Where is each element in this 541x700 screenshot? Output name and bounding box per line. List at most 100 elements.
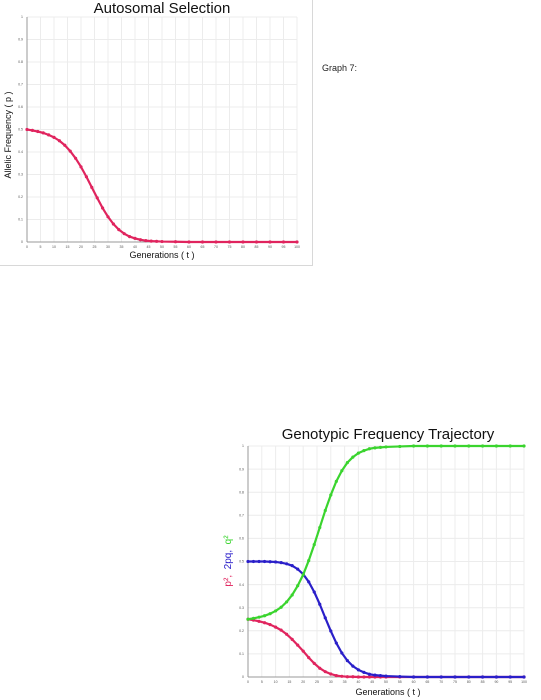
x-tick-label: 65	[201, 245, 205, 249]
data-point	[68, 149, 72, 153]
data-point	[296, 643, 300, 647]
y-axis-label-part: 2pq,	[223, 550, 234, 575]
x-tick-label: 20	[301, 680, 305, 684]
data-point	[494, 675, 498, 679]
data-point	[290, 564, 294, 568]
y-tick-label: 0.8	[239, 490, 244, 494]
data-point	[307, 580, 311, 584]
data-point	[101, 206, 105, 210]
data-point	[425, 675, 429, 679]
data-point	[301, 649, 305, 653]
x-tick-label: 75	[453, 680, 457, 684]
data-point	[312, 661, 316, 665]
data-point	[384, 445, 388, 449]
y-tick-label: 0.7	[18, 83, 23, 87]
data-point	[318, 525, 322, 530]
x-tick-label: 50	[160, 245, 164, 249]
data-point	[279, 605, 283, 609]
data-point	[312, 543, 316, 547]
x-tick-label: 60	[187, 245, 191, 249]
data-point	[522, 675, 526, 679]
x-tick-label: 75	[228, 245, 232, 249]
x-tick-label: 15	[287, 680, 291, 684]
data-point	[285, 632, 289, 636]
data-point	[356, 668, 360, 672]
data-point	[268, 240, 272, 244]
data-point	[334, 641, 338, 645]
data-point	[318, 602, 322, 606]
data-point	[79, 165, 83, 169]
y-tick-label: 0.2	[18, 195, 23, 199]
x-tick-label: 5	[261, 680, 263, 684]
data-point	[279, 561, 283, 565]
x-tick-label: 25	[315, 680, 319, 684]
data-point	[254, 240, 259, 244]
data-point	[128, 235, 132, 239]
genotypic-frequency-chart: 0 5 10 15 20 25 30 35 40 45 50 55 60 65 70 75 80 85 90 95 10…	[223, 426, 527, 697]
x-tick-label: 35	[120, 245, 124, 249]
y-tick-label: 0.4	[239, 583, 244, 587]
y-tick-label: 0.4	[18, 150, 23, 154]
data-point	[149, 239, 153, 243]
data-point	[279, 628, 283, 632]
data-point	[268, 560, 272, 564]
data-point	[144, 239, 148, 243]
data-point	[351, 455, 355, 459]
data-point	[268, 622, 272, 627]
data-point	[378, 445, 383, 449]
data-point	[362, 449, 366, 453]
x-tick-label: 95	[282, 245, 286, 249]
y-tick-label: 0.3	[18, 173, 23, 177]
x-tick-label: 40	[356, 680, 360, 684]
data-point	[398, 674, 402, 679]
data-point	[296, 584, 300, 588]
data-point	[246, 559, 250, 564]
data-point	[362, 670, 366, 674]
data-point	[318, 666, 322, 670]
data-point	[274, 560, 278, 564]
gridlines	[247, 445, 525, 678]
data-point	[384, 674, 388, 678]
data-point	[334, 674, 338, 678]
y-tick-label: 0	[242, 675, 244, 679]
data-point	[262, 621, 267, 625]
y-tick-label: 0.5	[18, 128, 23, 132]
x-tick-label: 0	[26, 245, 28, 249]
data-point	[307, 655, 311, 660]
x-tick-label: 10	[274, 680, 278, 684]
x-tick-label: 90	[494, 680, 498, 684]
data-point	[290, 637, 294, 641]
data-point	[274, 609, 278, 613]
chart-title: Genotypic Frequency Trajectory	[282, 426, 495, 443]
data-point	[334, 479, 338, 483]
data-point	[251, 559, 256, 564]
y-axis-label-part: p²,	[223, 575, 234, 587]
x-tick-label: 100	[521, 680, 527, 684]
data-point	[117, 228, 121, 232]
data-point	[285, 600, 289, 604]
graph-caption: Graph 7:	[322, 63, 358, 73]
data-point	[246, 617, 250, 621]
data-point	[57, 139, 62, 143]
genotypic-frequency-chart-panel: 0 5 10 15 20 25 30 35 40 45 50 55 60 65 70 75 80 85 90 95 10…	[218, 420, 541, 700]
y-tick-label: 0.6	[239, 537, 244, 541]
data-point	[398, 444, 402, 449]
data-point	[329, 629, 333, 633]
y-tick-label: 0.1	[239, 652, 244, 656]
data-point	[340, 674, 344, 678]
data-point	[241, 240, 245, 244]
data-point	[453, 444, 457, 448]
x-tick-label: 30	[106, 245, 110, 249]
data-point	[312, 590, 316, 594]
data-point	[155, 239, 159, 243]
x-axis-label: Generations ( t )	[129, 250, 194, 260]
x-tick-label: 45	[370, 680, 374, 684]
data-point	[373, 673, 377, 677]
x-tick-label: 30	[329, 680, 333, 684]
data-point	[453, 675, 457, 679]
y-tick-label: 0.3	[239, 606, 244, 610]
x-tick-label: 0	[247, 680, 249, 684]
data-point	[494, 444, 498, 448]
data-point	[160, 239, 164, 244]
x-tick-label: 80	[467, 680, 471, 684]
